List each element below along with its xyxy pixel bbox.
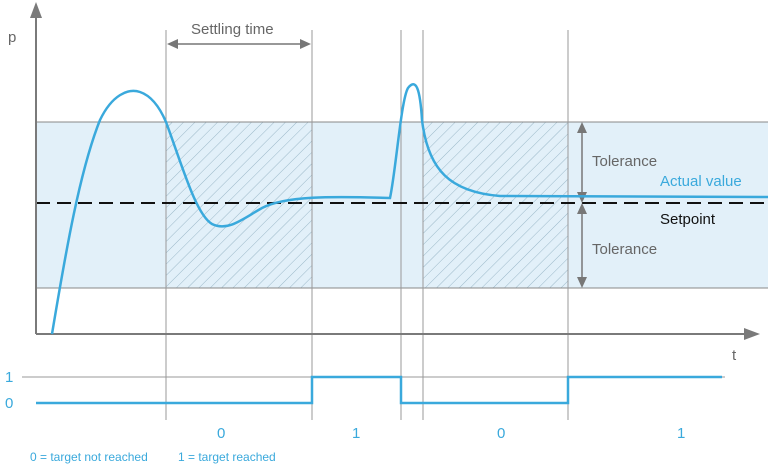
legend-one: 1 = target reached: [178, 450, 276, 464]
tolerance-lower-arrowhead-bottom: [577, 277, 587, 288]
actual-value-label: Actual value: [660, 173, 742, 190]
hatched-area-1: [166, 122, 312, 288]
tolerance-upper-arrowhead-top: [577, 122, 587, 133]
signal-segment-3: 0: [497, 425, 505, 442]
tolerance-upper-label: Tolerance: [592, 153, 657, 170]
legend-zero: 0 = target not reached: [30, 450, 148, 464]
tolerance-lower-label: Tolerance: [592, 241, 657, 258]
signal-level-low: 0: [5, 395, 13, 412]
signal-segment-2: 1: [352, 425, 360, 442]
signal-segment-1: 0: [217, 425, 225, 442]
settling-time-arrowhead-right: [300, 39, 311, 49]
hatched-area-2: [423, 122, 568, 288]
settling-time-arrowhead-left: [167, 39, 178, 49]
y-axis-label: p: [8, 29, 16, 46]
setpoint-label: Setpoint: [660, 211, 716, 228]
signal-segment-4: 1: [677, 425, 685, 442]
tolerance-lower-arrowhead-top: [577, 203, 587, 214]
x-axis-arrow: [744, 328, 760, 340]
settling-time-label: Settling time: [191, 21, 274, 38]
actual-value-curve: [50, 83, 769, 335]
tolerance-band: [36, 122, 768, 288]
y-axis-arrow: [30, 2, 42, 18]
x-axis-label: t: [732, 347, 737, 364]
signal-level-high: 1: [5, 369, 13, 386]
target-reached-signal: [36, 375, 722, 405]
